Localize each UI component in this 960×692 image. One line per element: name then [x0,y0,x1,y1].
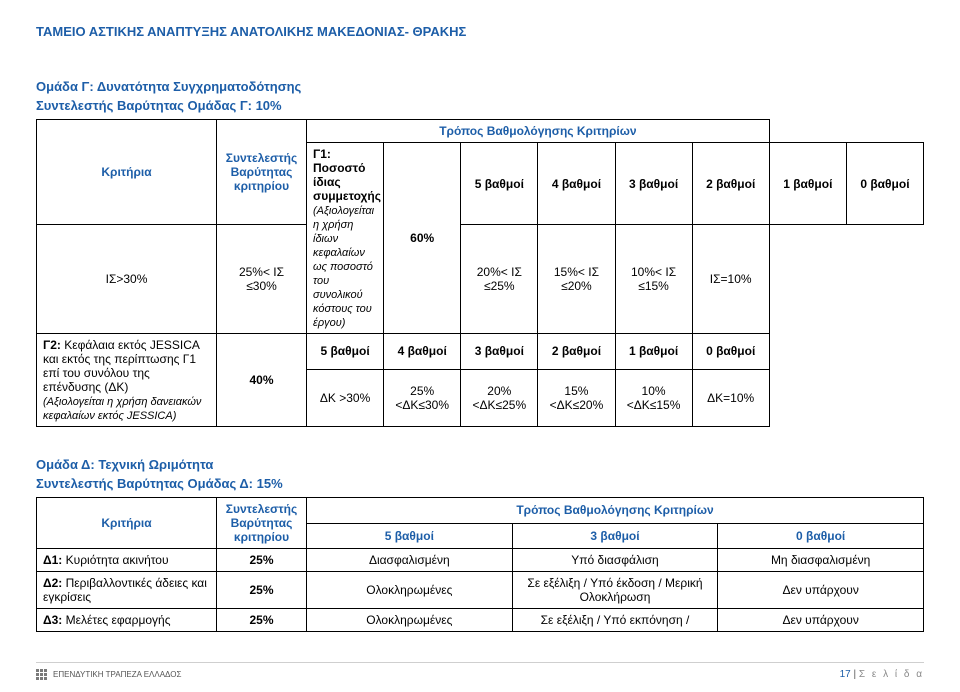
score-cell: ΙΣ>30% [37,225,217,334]
score-cell: Μη διασφαλισμένη [718,549,924,572]
group-c-subtitle: Συντελεστής Βαρύτητας Ομάδας Γ: 10% [36,98,924,113]
page-number: 17 | Σ ε λ ί δ α [840,669,924,680]
score-cell: Δεν υπάρχουν [718,609,924,632]
crit-c2-label: Γ2: [43,338,64,352]
criteria-cell-d3: Δ3: Μελέτες εφαρμογής [37,609,217,632]
weight-d1: 25% [217,549,307,572]
scoring-header: Τρόπος Βαθμολόγησης Κριτηρίων [307,498,924,524]
score-h: 3 βαθμοί [615,143,692,225]
group-c-title: Ομάδα Γ: Δυνατότητα Συγχρηματοδότησης [36,79,924,94]
group-d-subtitle: Συντελεστής Βαρύτητας Ομάδας Δ: 15% [36,476,924,491]
footer-logo: ΕΠΕΝΔΥΤΙΚΗ ΤΡΑΠΕΖΑ ΕΛΛΑΔΟΣ [36,669,181,680]
score-cell: ΔΚ=10% [692,369,769,426]
weight-header: Συντελεστής Βαρύτητας κριτηρίου [217,498,307,549]
crit-c1-label: Γ1: Ποσοστό ίδιας συμμετοχής [313,147,381,203]
score-cell: 10%< ΙΣ ≤15% [615,225,692,334]
score-h: 5 βαθμοί [461,143,538,225]
criteria-cell-d2: Δ2: Περιβαλλοντικές άδειες και εγκρίσεις [37,572,217,609]
score-h: 2 βαθμοί [538,334,615,370]
score-cell: Υπό διασφάλιση [512,549,718,572]
score-cell: Ολοκληρωμένες [307,609,513,632]
score-cell: Διασφαλισμένη [307,549,513,572]
score-h: 3 βαθμοί [461,334,538,370]
crit-d2-label: Δ2: [43,576,62,590]
logo-icon [36,669,47,680]
criteria-cell-c1: Γ1: Ποσοστό ίδιας συμμετοχής (Αξιολογείτ… [307,143,384,334]
score-h: 0 βαθμοί [718,523,924,549]
score-h: 5 βαθμοί [307,334,384,370]
weight-c2: 40% [217,334,307,427]
score-h: 1 βαθμοί [615,334,692,370]
weight-c1: 60% [384,143,461,334]
score-cell: Δεν υπάρχουν [718,572,924,609]
score-cell: 25%<ΔΚ≤30% [384,369,461,426]
weight-d3: 25% [217,609,307,632]
score-h: 2 βαθμοί [692,143,769,225]
group-d-block: Ομάδα Δ: Τεχνική Ωριμότητα Συντελεστής Β… [36,457,924,632]
score-cell: 15%< ΙΣ ≤20% [538,225,615,334]
score-cell: Σε εξέλιξη / Υπό εκπόνηση / [512,609,718,632]
score-h: 5 βαθμοί [307,523,513,549]
footer-logo-text: ΕΠΕΝΔΥΤΙΚΗ ΤΡΑΠΕΖΑ ΕΛΛΑΔΟΣ [53,670,181,679]
criteria-cell-c2: Γ2: Κεφάλαια εκτός JESSICA και εκτός της… [37,334,217,427]
criteria-header: Κριτήρια [37,120,217,225]
score-cell: 20%<ΔΚ≤25% [461,369,538,426]
crit-c1-note: (Αξιολογείται η χρήση ίδιων κεφαλαίων ως… [313,205,374,329]
score-cell: ΔΚ >30% [307,369,384,426]
score-cell: 25%< ΙΣ ≤30% [217,225,307,334]
score-h: 1 βαθμοί [769,143,846,225]
group-d-title: Ομάδα Δ: Τεχνική Ωριμότητα [36,457,924,472]
score-h: 4 βαθμοί [538,143,615,225]
group-c-block: Ομάδα Γ: Δυνατότητα Συγχρηματοδότησης Συ… [36,79,924,427]
score-cell: 20%< ΙΣ ≤25% [461,225,538,334]
weight-header: Συντελεστής Βαρύτητας κριτηρίου [217,120,307,225]
crit-d1-label: Δ1: [43,553,62,567]
group-d-table: Κριτήρια Συντελεστής Βαρύτητας κριτηρίου… [36,497,924,632]
score-cell: Σε εξέλιξη / Υπό έκδοση / Μερική Ολοκλήρ… [512,572,718,609]
score-h: 4 βαθμοί [384,334,461,370]
page-footer: ΕΠΕΝΔΥΤΙΚΗ ΤΡΑΠΕΖΑ ΕΛΛΑΔΟΣ 17 | Σ ε λ ί … [36,662,924,680]
crit-d3-label: Δ3: [43,613,62,627]
score-h: 0 βαθμοί [846,143,923,225]
crit-c2-note: (Αξιολογείται η χρήση δανειακών κεφαλαίω… [43,396,201,422]
document-header: ΤΑΜΕΙΟ ΑΣΤΙΚΗΣ ΑΝΑΠΤΥΞΗΣ ΑΝΑΤΟΛΙΚΗΣ ΜΑΚΕ… [36,24,924,39]
score-cell: ΙΣ=10% [692,225,769,334]
score-h: 0 βαθμοί [692,334,769,370]
group-c-table: Κριτήρια Συντελεστής Βαρύτητας κριτηρίου… [36,119,924,427]
criteria-header: Κριτήρια [37,498,217,549]
score-h: 3 βαθμοί [512,523,718,549]
score-cell: 15%<ΔΚ≤20% [538,369,615,426]
criteria-cell-d1: Δ1: Κυριότητα ακινήτου [37,549,217,572]
scoring-header: Τρόπος Βαθμολόγησης Κριτηρίων [307,120,770,143]
score-cell: 10%<ΔΚ≤15% [615,369,692,426]
score-cell: Ολοκληρωμένες [307,572,513,609]
weight-d2: 25% [217,572,307,609]
